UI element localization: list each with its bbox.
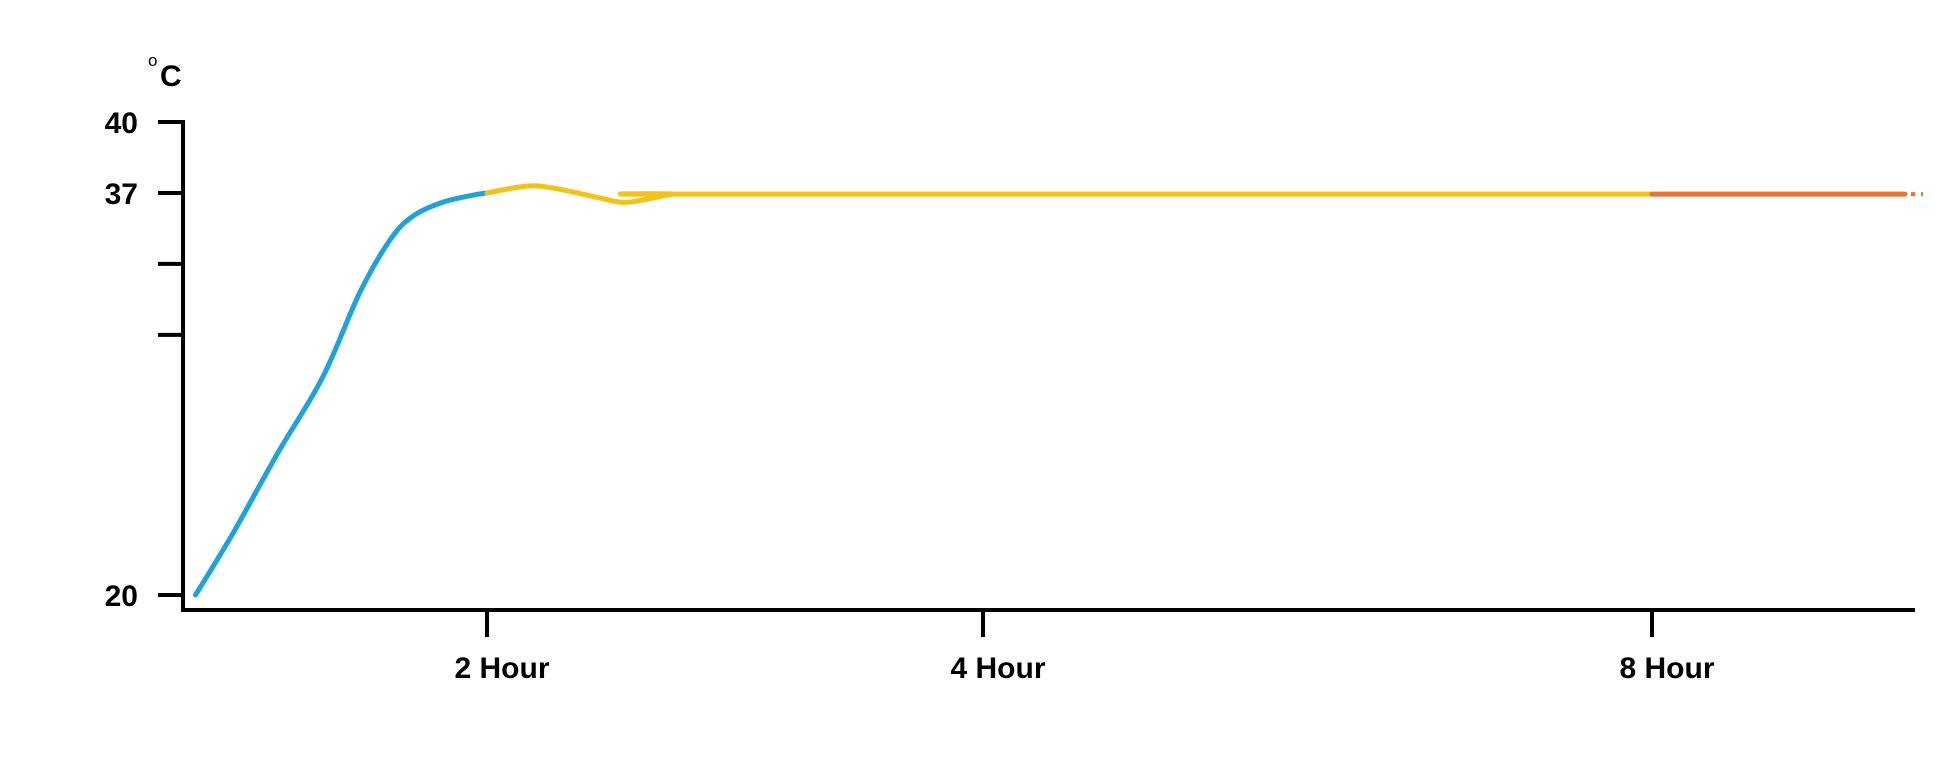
- y-tick-label: 20: [105, 580, 138, 613]
- y-unit-degree: o: [148, 51, 157, 70]
- y-tick-label: 40: [105, 107, 138, 140]
- series-layer: [192, 183, 1923, 598]
- x-ticks-layer: 2 Hour 4 Hour 8 Hour: [454, 610, 1715, 685]
- y-unit-letter: C: [160, 60, 182, 93]
- y-tick-label: 37: [105, 178, 138, 211]
- series-line-1: [192, 190, 490, 598]
- x-tick-label: 8 Hour: [1619, 652, 1714, 685]
- y-unit-label: o C: [148, 51, 182, 93]
- y-ticks-layer: 40 37 20: [105, 107, 183, 613]
- series-line-2: [484, 183, 1655, 205]
- axes-layer: [181, 120, 1915, 612]
- x-tick-label: 4 Hour: [950, 652, 1045, 685]
- x-tick-label: 2 Hour: [454, 652, 549, 685]
